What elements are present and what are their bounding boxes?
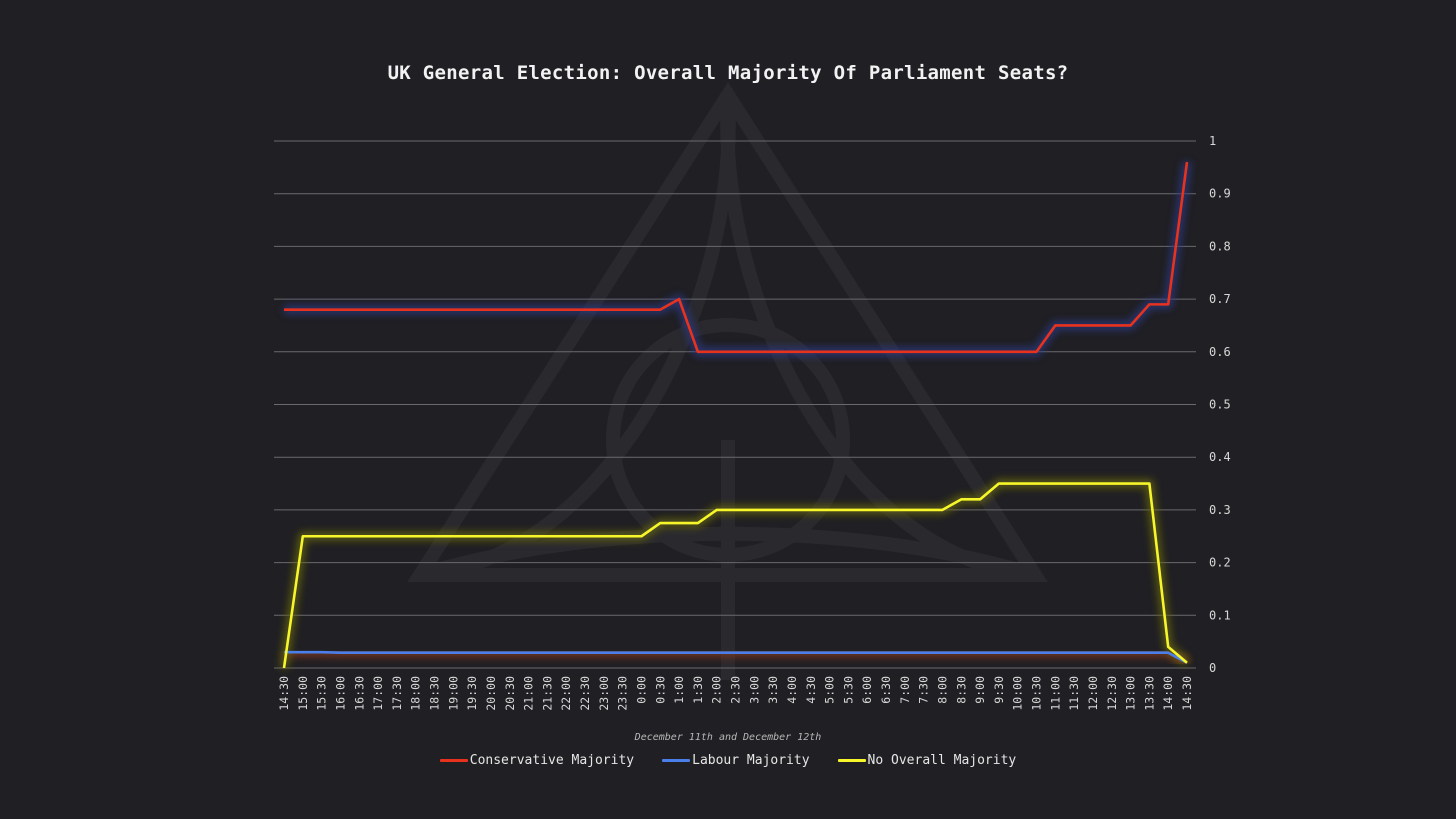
chart-title: UK General Election: Overall Majority Of…: [387, 62, 1069, 84]
x-axis-ticks: 14:30 15:00 15:30 16:00 16:30 17:00 17:30 18:00…: [277, 676, 1194, 711]
legend-label-no-overall: No Overall Majority: [867, 753, 1017, 768]
x-tick-label: 16:30: [352, 676, 366, 711]
x-tick-label: 10:00: [1011, 676, 1025, 711]
series-line-conservative-majority: [284, 161, 1189, 354]
x-tick-label: 21:30: [540, 676, 554, 711]
x-tick-label: 1:00: [672, 676, 686, 704]
y-axis-ticks: 0 0.1 0.2 0.3 0.4 0.5 0.6 0.7 0.8 0.9 1: [1209, 134, 1231, 675]
x-tick-label: 13:30: [1142, 676, 1156, 711]
x-tick-label: 20:00: [484, 676, 498, 711]
x-tick-label: 21:00: [522, 676, 536, 711]
legend-label-conservative: Conservative Majority: [469, 753, 635, 768]
x-tick-label: 19:00: [446, 676, 460, 711]
y-tick-label: 0.7: [1209, 292, 1231, 306]
legend-label-labour: Labour Majority: [692, 753, 810, 768]
legend: Conservative Majority Labour Majority No…: [0, 753, 1456, 768]
x-tick-label: 9:30: [992, 676, 1006, 704]
x-tick-label: 6:00: [860, 676, 874, 704]
legend-swatch-conservative: [439, 759, 468, 762]
series-line-no-overall-majority: [282, 482, 1188, 669]
x-tick-label: 7:30: [917, 676, 931, 704]
x-tick-label: 22:30: [578, 676, 592, 711]
y-tick-label: 0.8: [1209, 239, 1231, 253]
x-tick-label: 9:00: [973, 676, 987, 704]
x-tick-label: 10:30: [1030, 676, 1044, 711]
x-tick-label: 14:00: [1161, 676, 1175, 711]
x-tick-label: 3:30: [766, 676, 780, 704]
x-tick-label: 12:30: [1105, 676, 1119, 711]
legend-item-no-overall[interactable]: No Overall Majority: [837, 753, 1017, 768]
x-tick-label: 15:00: [296, 676, 310, 711]
x-tick-label: 11:30: [1067, 676, 1081, 711]
x-tick-label: 3:00: [747, 676, 761, 704]
x-tick-label: 0:00: [634, 676, 648, 704]
x-tick-label: 17:30: [390, 676, 404, 711]
x-tick-label: 16:00: [333, 676, 347, 711]
y-tick-label: 0.3: [1209, 503, 1231, 517]
x-tick-label: 19:30: [465, 676, 479, 711]
x-tick-label: 14:30: [277, 676, 291, 711]
grid-lines: [274, 140, 1196, 669]
x-tick-label: 23:30: [616, 676, 630, 711]
y-tick-label: 0.5: [1209, 398, 1231, 412]
x-tick-label: 5:00: [823, 676, 837, 704]
x-tick-label: 11:00: [1048, 676, 1062, 711]
x-tick-label: 2:00: [710, 676, 724, 704]
x-tick-label: 0:30: [653, 676, 667, 704]
y-tick-label: 0.6: [1209, 345, 1231, 359]
y-tick-label: 0.4: [1209, 450, 1231, 464]
x-tick-label: 6:30: [879, 676, 893, 704]
x-tick-label: 14:30: [1180, 676, 1194, 711]
y-tick-label: 0.2: [1209, 556, 1231, 570]
x-tick-label: 20:30: [503, 676, 517, 711]
x-tick-label: 1:30: [691, 676, 705, 704]
y-tick-label: 0.9: [1209, 187, 1231, 201]
legend-swatch-labour: [662, 759, 691, 762]
x-tick-label: 4:30: [804, 676, 818, 704]
x-tick-label: 8:30: [954, 676, 968, 704]
y-tick-label: 1: [1209, 134, 1216, 148]
legend-item-conservative[interactable]: Conservative Majority: [439, 753, 635, 768]
x-tick-label: 15:30: [315, 676, 329, 711]
x-tick-label: 2:30: [729, 676, 743, 704]
x-tick-label: 8:00: [935, 676, 949, 704]
x-tick-label: 22:00: [559, 676, 573, 711]
x-tick-label: 5:30: [841, 676, 855, 704]
x-tick-label: 17:00: [371, 676, 385, 711]
watermark-logo: [407, 82, 1048, 680]
series-line-labour-majority: [284, 650, 1188, 664]
y-tick-label: 0: [1209, 661, 1216, 675]
x-tick-label: 13:00: [1124, 676, 1138, 711]
x-tick-label: 12:00: [1086, 676, 1100, 711]
x-tick-label: 18:00: [409, 676, 423, 711]
x-tick-label: 23:00: [597, 676, 611, 711]
x-tick-label: 7:00: [898, 676, 912, 704]
x-axis-label: December 11th and December 12th: [634, 732, 822, 743]
legend-item-labour[interactable]: Labour Majority: [662, 753, 810, 768]
legend-swatch-no-overall: [837, 759, 866, 762]
series-lines-layer: [282, 161, 1189, 669]
x-tick-label: 18:30: [428, 676, 442, 711]
y-tick-label: 0.1: [1209, 608, 1231, 622]
x-tick-label: 4:00: [785, 676, 799, 704]
